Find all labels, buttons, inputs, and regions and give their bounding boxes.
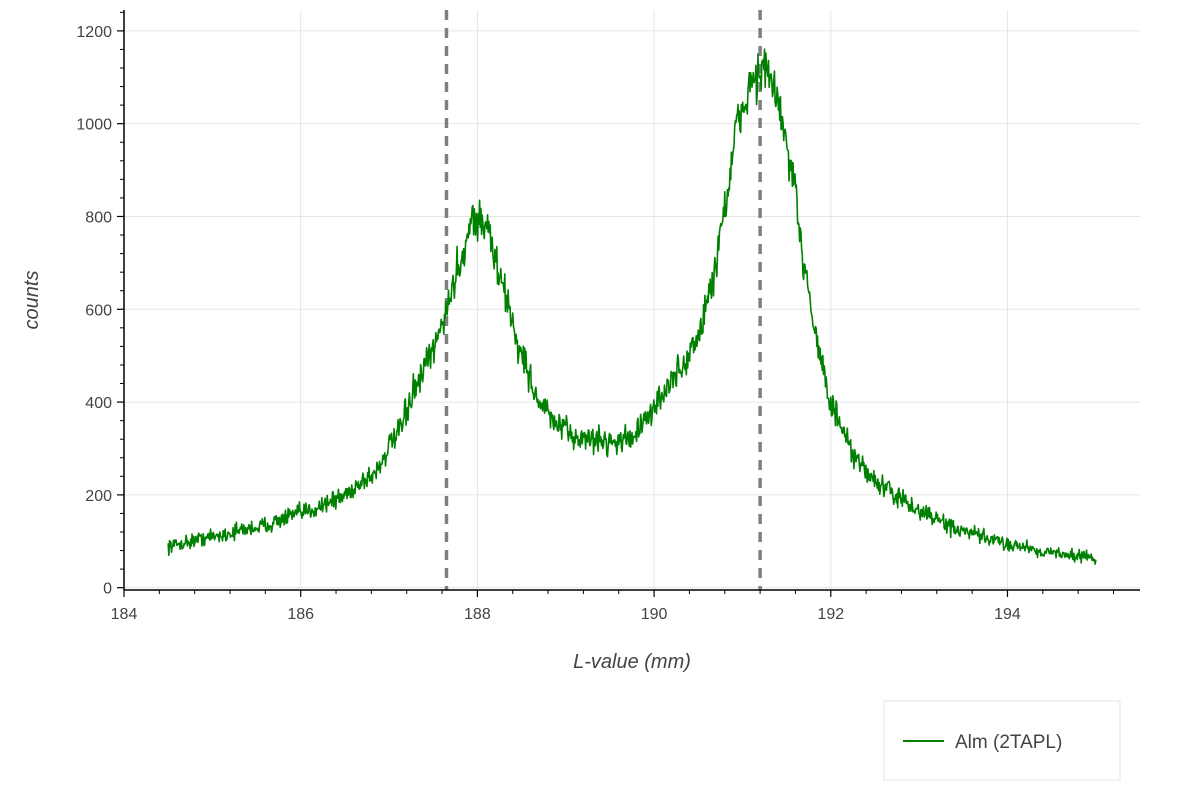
- x-tick-label: 192: [817, 606, 844, 623]
- grid: [123, 10, 1140, 590]
- y-axis-title: counts: [21, 271, 43, 330]
- x-tick-label: 188: [464, 606, 491, 623]
- x-tick-label: 186: [287, 606, 314, 623]
- legend-label: Alm (2TAPL): [955, 732, 1062, 753]
- y-ticks: 0 200 400 600 800 1000 1200: [76, 11, 124, 598]
- series-layer: [167, 48, 1097, 565]
- x-tick-label: 194: [994, 606, 1021, 623]
- x-axis-title: L-value (mm): [573, 651, 691, 673]
- y-tick-label: 0: [103, 581, 112, 598]
- y-tick-label: 1200: [76, 24, 112, 41]
- y-tick-label: 200: [85, 488, 112, 505]
- reference-lines: [444, 10, 762, 590]
- x-tick-label: 184: [111, 606, 138, 623]
- legend: Alm (2TAPL): [883, 700, 1121, 781]
- y-tick-label: 1000: [76, 117, 112, 134]
- y-tick-label: 600: [85, 302, 112, 319]
- y-tick-label: 400: [85, 395, 112, 412]
- series-line: [167, 48, 1097, 565]
- plot-background: [124, 10, 1140, 590]
- y-tick-label: 800: [85, 209, 112, 226]
- axes: [123, 10, 1140, 591]
- x-tick-label: 190: [641, 606, 668, 623]
- x-ticks: 184 186 188 190 192 194: [111, 590, 1114, 623]
